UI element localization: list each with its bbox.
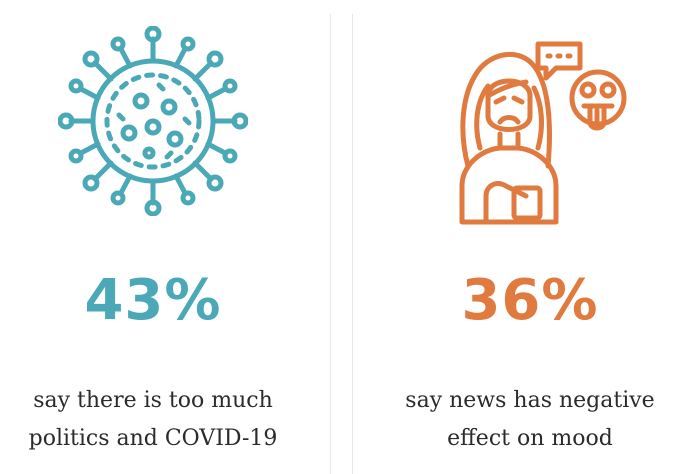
- sad-woman-speech-bubble-icon: [430, 26, 630, 231]
- stat-caption: say news has negative effect on mood: [405, 388, 655, 451]
- stat-caption: say there is too much politics and COVID…: [28, 388, 278, 451]
- virus-icon: [57, 25, 249, 221]
- stat-percent: 43%: [84, 268, 222, 333]
- stat-percent: 36%: [461, 268, 599, 333]
- left-divider: [330, 14, 331, 474]
- right-divider: [352, 14, 353, 474]
